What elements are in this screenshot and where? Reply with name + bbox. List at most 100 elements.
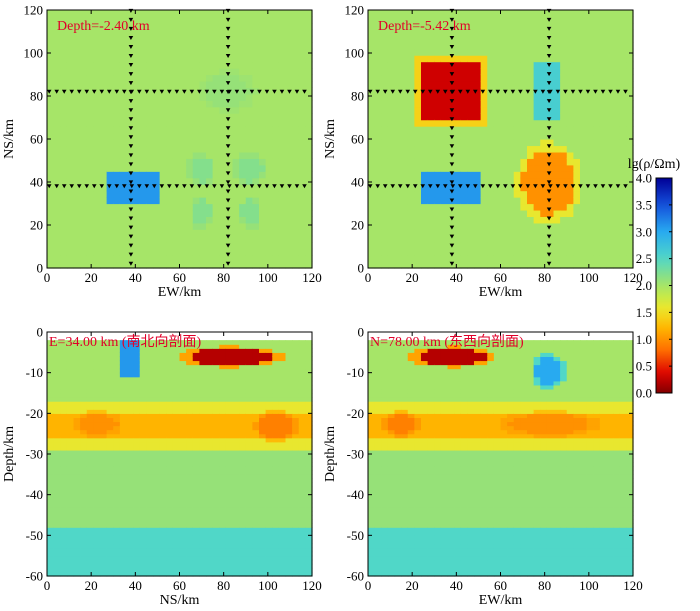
heatmap-cell <box>507 87 515 95</box>
heatmap-cells <box>47 10 313 269</box>
heatmap-cell <box>100 437 108 443</box>
heatmap-cell <box>474 255 482 263</box>
heatmap-cell <box>100 547 108 553</box>
heatmap-cell <box>613 203 621 211</box>
heatmap-cell <box>586 68 594 76</box>
heatmap-cell <box>305 42 313 50</box>
heatmap-cell <box>113 145 121 153</box>
heatmap-cell <box>106 164 114 172</box>
y-tick-label: 100 <box>24 46 44 61</box>
heatmap-cell <box>206 413 214 418</box>
heatmap-cell <box>507 61 515 69</box>
heatmap-cell <box>86 470 94 475</box>
heatmap-cell <box>487 255 495 263</box>
heatmap-cell <box>86 494 94 500</box>
survey-station-marker <box>442 184 448 189</box>
survey-station-marker <box>503 184 508 189</box>
heatmap-cell <box>66 190 75 198</box>
heatmap-cell <box>292 119 300 127</box>
heatmap-cell <box>225 10 234 18</box>
heatmap-cell <box>245 235 253 243</box>
heatmap-cell <box>219 190 227 198</box>
survey-station-marker <box>225 72 231 77</box>
heatmap-cell <box>133 48 141 56</box>
heatmap-cell <box>593 48 601 56</box>
heatmap-cell <box>239 55 247 63</box>
heatmap-cell <box>53 527 61 532</box>
heatmap-cell <box>100 344 108 349</box>
heatmap-cell <box>206 527 214 532</box>
heatmap-cell <box>106 421 114 427</box>
heatmap-cell <box>66 555 75 561</box>
heatmap-cell <box>507 139 515 147</box>
heatmap-cell <box>113 197 121 205</box>
heatmap-cell <box>613 35 621 43</box>
heatmap-cell <box>580 126 588 134</box>
heatmap-cell <box>414 48 422 56</box>
heatmap-cell <box>593 68 601 76</box>
heatmap-cell <box>520 158 528 166</box>
heatmap-cell <box>93 222 101 230</box>
heatmap-cell <box>626 164 634 172</box>
heatmap-cell <box>245 177 253 185</box>
survey-station-marker <box>61 184 67 189</box>
heatmap-cell <box>126 498 134 504</box>
heatmap-cell <box>527 74 535 82</box>
heatmap-cell <box>146 376 154 382</box>
heatmap-cell <box>460 209 468 217</box>
heatmap-cell <box>467 126 475 134</box>
heatmap-cell <box>292 158 300 166</box>
heatmap-cell <box>272 74 280 82</box>
heatmap-cell <box>66 454 75 459</box>
heatmap-cell <box>60 559 68 565</box>
heatmap-cell <box>86 190 94 198</box>
survey-station-marker <box>555 89 561 94</box>
heatmap-cell <box>387 61 396 69</box>
survey-station-marker <box>555 184 561 189</box>
heatmap-cell <box>546 255 555 263</box>
heatmap-cell <box>73 61 81 69</box>
heatmap-cell <box>440 106 449 114</box>
heatmap-cell <box>540 209 548 217</box>
heatmap-cell <box>47 197 55 205</box>
survey-station-marker <box>212 184 217 189</box>
heatmap-cell <box>113 42 121 50</box>
heatmap-cell <box>513 255 521 263</box>
heatmap-cell <box>206 441 214 447</box>
heatmap-cell <box>86 433 94 439</box>
heatmap-cell <box>159 547 167 553</box>
heatmap-cell <box>93 164 101 172</box>
heatmap-cell <box>259 80 267 88</box>
heatmap-cell <box>119 93 128 101</box>
heatmap-cell <box>172 523 181 528</box>
heatmap-cell <box>53 126 61 134</box>
heatmap-cell <box>414 68 422 76</box>
heatmap-cell <box>113 132 121 140</box>
heatmap-cell <box>407 42 415 50</box>
heatmap-cell <box>219 171 227 179</box>
heatmap-cell <box>179 409 187 414</box>
heatmap-cell <box>93 145 101 153</box>
heatmap-cell <box>73 490 81 496</box>
survey-station-marker <box>518 184 523 189</box>
heatmap-cell <box>53 551 61 557</box>
survey-station-marker <box>128 189 134 194</box>
heatmap-cell <box>113 74 121 82</box>
heatmap-cell <box>86 490 94 496</box>
heatmap-cell <box>606 106 614 114</box>
heatmap-cell <box>179 474 187 479</box>
heatmap-cell <box>80 35 88 43</box>
heatmap-cell <box>60 531 68 536</box>
heatmap-cell <box>292 80 300 88</box>
heatmap-cell <box>66 209 75 217</box>
heatmap-cell <box>278 35 287 43</box>
heatmap-cell <box>374 106 382 114</box>
survey-station-marker <box>225 117 231 122</box>
heatmap-cell <box>172 454 181 459</box>
heatmap-cell <box>546 68 555 76</box>
survey-station-marker <box>449 180 455 185</box>
heatmap-cell <box>66 80 75 88</box>
heatmap-cell <box>166 506 174 512</box>
heatmap-cell <box>47 490 55 496</box>
heatmap-cell <box>100 482 108 488</box>
